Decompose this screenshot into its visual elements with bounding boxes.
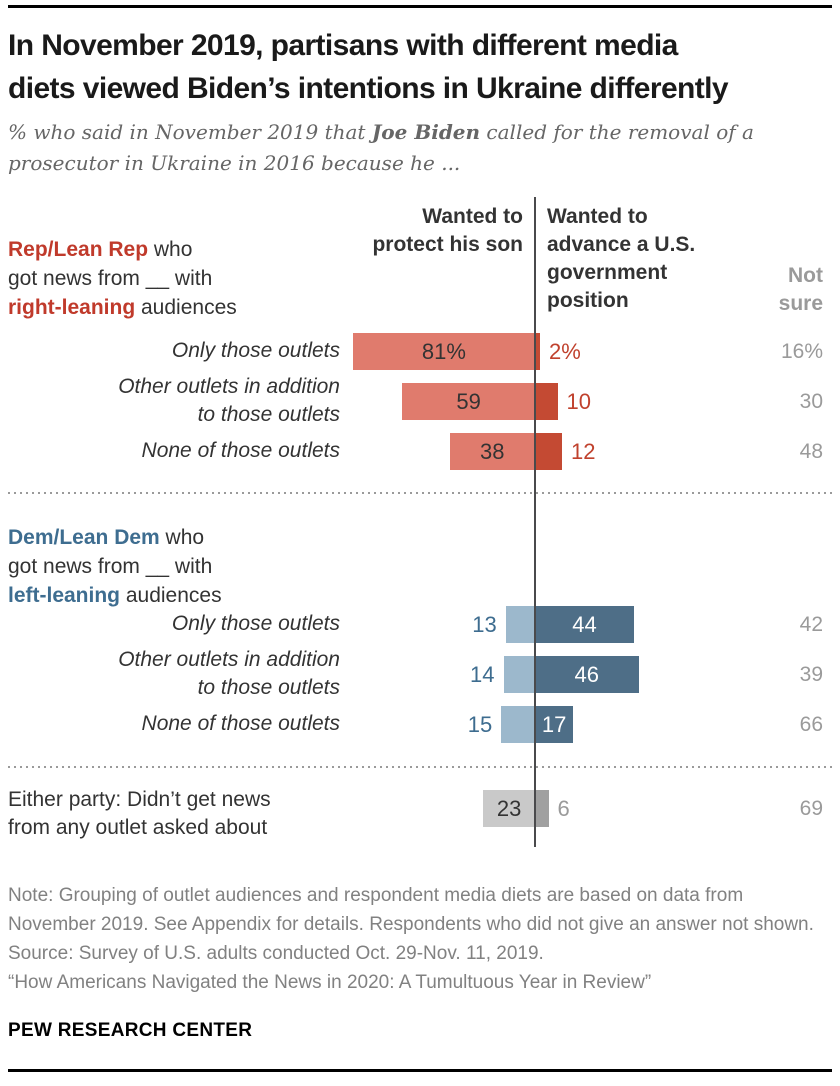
bottom-rule xyxy=(8,1069,832,1072)
group-heading-dem: Dem/Lean Dem who got news from __ with l… xyxy=(8,523,222,610)
group-heading-rep-line2: got news from __ with xyxy=(8,267,213,290)
column-header-advance-position: Wanted to advance a U.S. government posi… xyxy=(547,203,747,315)
axis-line xyxy=(534,197,536,847)
row-label-line: Only those outlets xyxy=(171,338,340,362)
bar-right-value: 6 xyxy=(557,796,570,821)
group-heading-rep: Rep/Lean Rep who got news from __ with r… xyxy=(8,235,237,322)
rep-rest-label: who xyxy=(148,238,193,261)
bar-left-value: 14 xyxy=(470,662,495,687)
group-heading-rep-line3: right-leaning audiences xyxy=(8,293,237,322)
dem-accent-label: Dem/Lean Dem xyxy=(8,526,160,549)
row-label-line: None of those outlets xyxy=(141,711,340,735)
bar-right-value: 44 xyxy=(572,612,597,637)
group-heading-dem-line1: Dem/Lean Dem who xyxy=(8,523,222,552)
bar-right xyxy=(535,333,540,370)
bar-right xyxy=(535,606,634,643)
source-text: Source: Survey of U.S. adults conducted … xyxy=(8,943,544,964)
bar-left xyxy=(449,433,535,470)
rep-accent2-label: right-leaning xyxy=(8,296,136,319)
bar-left-value: 15 xyxy=(467,712,493,737)
dem-accent2-label: left-leaning xyxy=(8,584,121,607)
bar-left xyxy=(503,656,535,693)
row-label-line: Only those outlets xyxy=(171,611,340,635)
bar-left xyxy=(352,333,535,370)
bar-right-value: 17 xyxy=(541,712,567,737)
column-header-protect-son-line1: Wanted to xyxy=(422,205,523,228)
not-sure-value: 69 xyxy=(799,797,823,820)
column-header-protect-son: Wanted to protect his son xyxy=(300,203,523,259)
column-header-not-sure-line2: sure xyxy=(778,292,823,315)
subtitle-pre: % who said in November 2019 that xyxy=(8,120,372,144)
row-label-line: to those outlets xyxy=(197,402,340,426)
subtitle-bold-name: Joe Biden xyxy=(371,120,481,144)
dem-rest-label: who xyxy=(159,526,205,549)
bar-right xyxy=(535,433,562,470)
row-label: Other outlets in addition to those outlet… xyxy=(8,373,340,429)
group-heading-dem-line2: got news from __ with xyxy=(8,555,213,578)
either-party-label-line2: from any outlet asked about xyxy=(8,816,268,839)
brand-wordmark: PEW RESEARCH CENTER xyxy=(8,1020,253,1041)
page-title: In November 2019, partisans with differe… xyxy=(8,24,836,110)
bar-right-value: 2% xyxy=(549,339,581,364)
subtitle-post: called for the removal of a xyxy=(480,120,754,144)
chart-subtitle-line1: % who said in November 2019 that Joe Bid… xyxy=(8,117,808,148)
rep-accent-label: Rep/Lean Rep xyxy=(8,238,149,261)
page-title-line2: diets viewed Biden’s intentions in Ukrai… xyxy=(8,72,729,105)
row-label-line: Other outlets in addition xyxy=(118,647,340,671)
group-heading-rep-line1: Rep/Lean Rep who xyxy=(8,235,237,264)
note-text: Note: Grouping of outlet audiences and r… xyxy=(8,885,814,935)
bar-left xyxy=(501,706,535,743)
row-label-line: Other outlets in addition xyxy=(118,374,340,398)
not-sure-value: 39 xyxy=(799,663,823,686)
column-header-advance-line2: advance a U.S. xyxy=(547,233,696,256)
dotted-separator-1 xyxy=(8,492,832,494)
not-sure-value: 42 xyxy=(799,613,823,636)
either-party-label-line1: Either party: Didn’t get news xyxy=(8,788,271,811)
not-sure-value: 66 xyxy=(799,713,823,736)
row-label: Only those outlets xyxy=(8,337,340,365)
bar-left xyxy=(402,383,535,420)
bar-right xyxy=(535,706,574,743)
page-title-line1: In November 2019, partisans with differe… xyxy=(8,29,678,62)
bar-left-value: 81% xyxy=(421,339,466,364)
column-header-advance-line1: Wanted to xyxy=(547,205,648,228)
bar-left-value: 23 xyxy=(496,796,522,821)
bar-right-value: 10 xyxy=(566,389,591,414)
bar-right-value: 46 xyxy=(574,662,599,687)
row-label: Other outlets in addition to those outlet… xyxy=(8,646,340,702)
not-sure-value: 16% xyxy=(780,340,823,363)
row-label-line: None of those outlets xyxy=(141,438,340,462)
report-title-text: “How Americans Navigated the News in 202… xyxy=(8,972,652,993)
group-heading-dem-line3: left-leaning audiences xyxy=(8,581,222,610)
rep-rest2-label: audiences xyxy=(135,296,237,319)
column-header-protect-son-line2: protect his son xyxy=(372,233,523,256)
bar-right xyxy=(535,790,549,827)
not-sure-value: 48 xyxy=(799,440,823,463)
row-label-line: to those outlets xyxy=(197,675,340,699)
bar-left-value: 59 xyxy=(456,389,481,414)
top-rule xyxy=(8,5,832,8)
row-label: None of those outlets xyxy=(8,710,340,738)
footer-notes: Note: Grouping of outlet audiences and r… xyxy=(8,881,816,997)
column-header-not-sure: Not sure xyxy=(730,262,823,318)
dotted-separator-2 xyxy=(8,766,832,768)
chart-subtitle: % who said in November 2019 that Joe Bid… xyxy=(8,117,808,179)
bar-right xyxy=(535,656,639,693)
bar-left-value: 38 xyxy=(480,439,505,464)
bar-right xyxy=(535,383,558,420)
column-header-not-sure-line1: Not xyxy=(788,264,823,287)
row-label: None of those outlets xyxy=(8,437,340,465)
chart-subtitle-line2: prosecutor in Ukraine in 2016 because he… xyxy=(8,151,461,175)
bar-left xyxy=(505,606,535,643)
column-header-advance-line3: government xyxy=(547,261,668,284)
row-label: Only those outlets xyxy=(8,610,340,638)
either-party-label: Either party: Didn’t get news from any o… xyxy=(8,786,271,842)
bar-right-value: 12 xyxy=(571,439,596,464)
bar-left-value: 13 xyxy=(472,612,497,637)
dem-rest2-label: audiences xyxy=(120,584,222,607)
not-sure-value: 30 xyxy=(799,390,823,413)
bar-left xyxy=(483,790,535,827)
column-header-advance-line4: position xyxy=(547,289,629,312)
